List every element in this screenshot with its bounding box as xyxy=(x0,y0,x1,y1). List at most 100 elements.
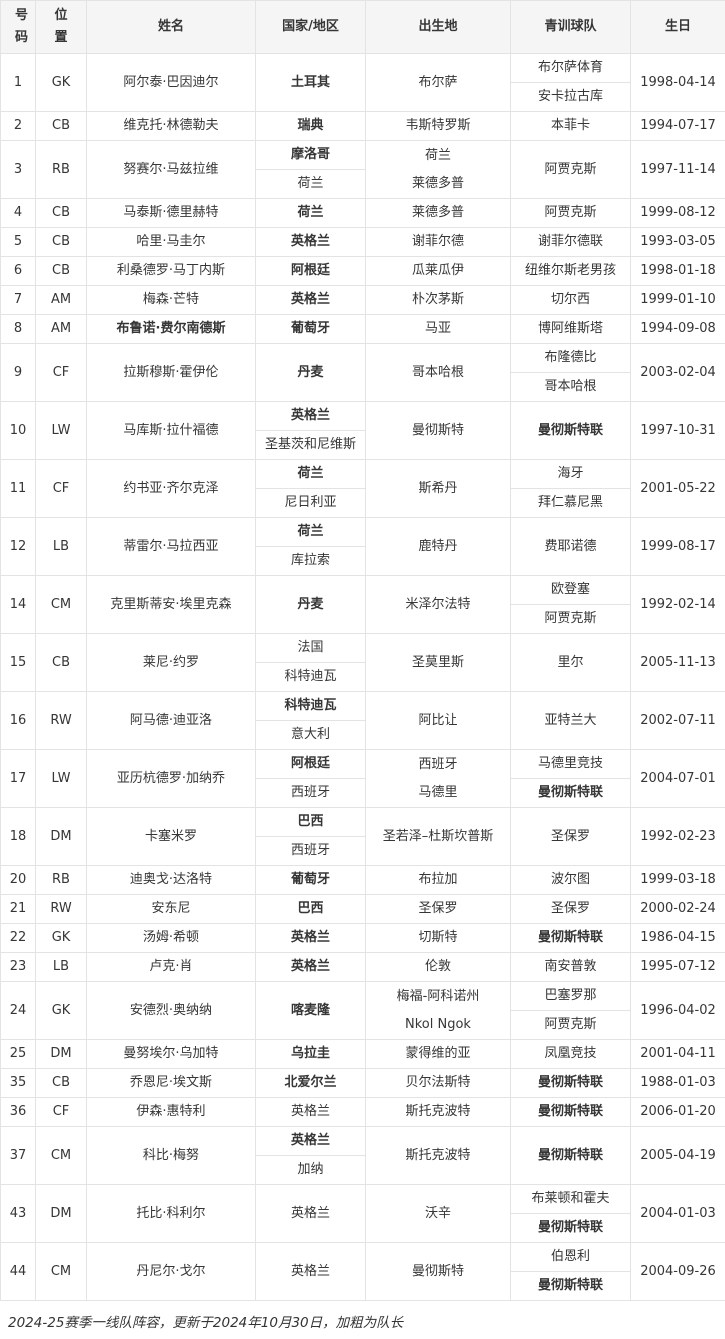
cell-position: RB xyxy=(36,141,87,199)
col-header-name: 姓名 xyxy=(87,1,256,54)
birthplace-line: Nkol Ngok xyxy=(369,1011,507,1039)
cell-number: 25 xyxy=(1,1040,36,1069)
col-header-birthday: 生日 xyxy=(631,1,725,54)
cell-name: 卡塞米罗 xyxy=(87,808,256,866)
birthplace-line: 圣保罗 xyxy=(369,895,507,923)
cell-birthday: 1988-01-03 xyxy=(631,1069,725,1098)
cell-position: CB xyxy=(36,257,87,286)
cell-position: CB xyxy=(36,228,87,257)
cell-name: 迪奥戈·达洛特 xyxy=(87,866,256,895)
cell-number: 24 xyxy=(1,982,36,1040)
cell-birthplace: 圣保罗 xyxy=(366,895,511,924)
cell-nationality: 巴西 xyxy=(256,808,366,837)
cell-position: DM xyxy=(36,1040,87,1069)
cell-birthday: 2004-09-26 xyxy=(631,1243,725,1301)
cell-number: 8 xyxy=(1,315,36,344)
cell-birthplace: 切斯特 xyxy=(366,924,511,953)
birthplace-line: 斯托克波特 xyxy=(369,1142,507,1170)
cell-youth-club: 南安普敦 xyxy=(511,953,631,982)
cell-youth-club: 阿贾克斯 xyxy=(511,1011,631,1040)
cell-position: AM xyxy=(36,315,87,344)
cell-nationality: 乌拉圭 xyxy=(256,1040,366,1069)
cell-number: 35 xyxy=(1,1069,36,1098)
birthplace-line: 布拉加 xyxy=(369,866,507,894)
cell-nationality: 库拉索 xyxy=(256,547,366,576)
cell-youth-club: 纽维尔斯老男孩 xyxy=(511,257,631,286)
cell-name: 汤姆·希顿 xyxy=(87,924,256,953)
birthplace-line: 圣若泽–杜斯坎普斯 xyxy=(369,823,507,851)
birthplace-line: 荷兰 xyxy=(369,142,507,170)
cell-position: DM xyxy=(36,1185,87,1243)
cell-number: 15 xyxy=(1,634,36,692)
cell-position: GK xyxy=(36,924,87,953)
cell-youth-club: 布隆德比 xyxy=(511,344,631,373)
cell-position: LB xyxy=(36,953,87,982)
cell-name: 安东尼 xyxy=(87,895,256,924)
cell-nationality: 阿根廷 xyxy=(256,750,366,779)
cell-position: CF xyxy=(36,1098,87,1127)
cell-birthday: 1994-07-17 xyxy=(631,112,725,141)
cell-nationality: 法国 xyxy=(256,634,366,663)
cell-name: 丹尼尔·戈尔 xyxy=(87,1243,256,1301)
cell-birthplace: 谢菲尔德 xyxy=(366,228,511,257)
cell-birthplace: 斯托克波特 xyxy=(366,1098,511,1127)
squad-footnote: 2024-25赛季一线队阵容，更新于2024年10月30日，加粗为队长 xyxy=(0,1301,725,1339)
cell-nationality: 荷兰 xyxy=(256,170,366,199)
cell-nationality: 丹麦 xyxy=(256,576,366,634)
cell-youth-club: 布尔萨体育 xyxy=(511,54,631,83)
cell-number: 12 xyxy=(1,518,36,576)
cell-number: 10 xyxy=(1,402,36,460)
cell-nationality: 英格兰 xyxy=(256,953,366,982)
cell-number: 17 xyxy=(1,750,36,808)
birthplace-line: 鹿特丹 xyxy=(369,533,507,561)
birthplace-line: 韦斯特罗斯 xyxy=(369,112,507,140)
cell-position: CB xyxy=(36,112,87,141)
birthplace-line: 朴次茅斯 xyxy=(369,286,507,314)
cell-position: RW xyxy=(36,895,87,924)
cell-number: 37 xyxy=(1,1127,36,1185)
cell-nationality: 摩洛哥 xyxy=(256,141,366,170)
cell-youth-club: 曼彻斯特联 xyxy=(511,402,631,460)
cell-youth-club: 曼彻斯特联 xyxy=(511,1069,631,1098)
cell-name: 蒂雷尔·马拉西亚 xyxy=(87,518,256,576)
cell-name: 科比·梅努 xyxy=(87,1127,256,1185)
cell-youth-club: 拜仁慕尼黑 xyxy=(511,489,631,518)
cell-youth-club: 曼彻斯特联 xyxy=(511,779,631,808)
cell-number: 16 xyxy=(1,692,36,750)
cell-nationality: 英格兰 xyxy=(256,1243,366,1301)
birthplace-line: 哥本哈根 xyxy=(369,359,507,387)
cell-birthday: 1999-01-10 xyxy=(631,286,725,315)
cell-birthday: 1998-04-14 xyxy=(631,54,725,112)
cell-birthday: 1999-08-12 xyxy=(631,199,725,228)
cell-name: 马库斯·拉什福德 xyxy=(87,402,256,460)
cell-nationality: 英格兰 xyxy=(256,924,366,953)
cell-birthplace: 斯希丹 xyxy=(366,460,511,518)
cell-number: 6 xyxy=(1,257,36,286)
birthplace-line: 伦敦 xyxy=(369,953,507,981)
cell-birthday: 1999-08-17 xyxy=(631,518,725,576)
cell-birthday: 2005-11-13 xyxy=(631,634,725,692)
birthplace-line: 斯希丹 xyxy=(369,475,507,503)
cell-youth-club: 海牙 xyxy=(511,460,631,489)
cell-number: 21 xyxy=(1,895,36,924)
cell-name: 阿尔泰·巴因迪尔 xyxy=(87,54,256,112)
cell-nationality: 尼日利亚 xyxy=(256,489,366,518)
cell-nationality: 瑞典 xyxy=(256,112,366,141)
cell-number: 18 xyxy=(1,808,36,866)
cell-birthday: 2000-02-24 xyxy=(631,895,725,924)
cell-birthday: 2002-07-11 xyxy=(631,692,725,750)
cell-nationality: 英格兰 xyxy=(256,228,366,257)
cell-youth-club: 圣保罗 xyxy=(511,895,631,924)
cell-position: GK xyxy=(36,54,87,112)
cell-youth-club: 曼彻斯特联 xyxy=(511,1127,631,1185)
